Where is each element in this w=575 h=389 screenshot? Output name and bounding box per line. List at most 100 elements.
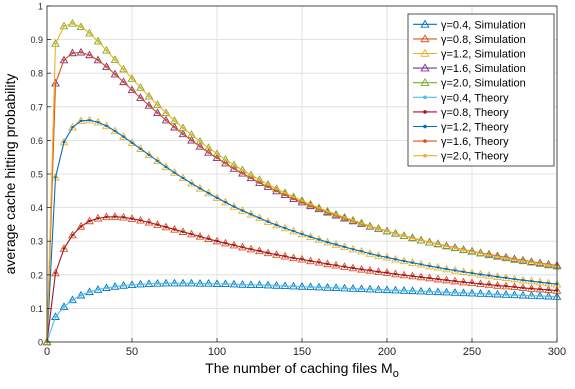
- data-point-theory: [292, 229, 295, 233]
- data-point-theory: [351, 247, 355, 251]
- data-point-simulation: [68, 122, 77, 131]
- data-point-theory: [241, 245, 244, 249]
- data-point-theory: [275, 253, 278, 256]
- data-point-simulation: [187, 130, 196, 138]
- data-point-theory: [453, 269, 457, 272]
- data-point-simulation: [170, 168, 179, 176]
- legend-item: γ=1.2, Theory: [413, 122, 509, 134]
- data-point-theory: [300, 199, 304, 202]
- legend-marker-triangle: [420, 48, 430, 57]
- legend-marker-triangle: [420, 77, 430, 87]
- data-point-theory: [71, 125, 74, 129]
- x-tick-label: 150: [293, 346, 311, 358]
- data-point-theory: [453, 246, 457, 250]
- data-point-theory: [113, 129, 117, 133]
- data-point-theory: [343, 286, 346, 290]
- data-point-theory: [156, 223, 159, 227]
- data-point-theory: [445, 278, 448, 282]
- data-point-theory: [283, 284, 287, 288]
- data-point-theory: [487, 292, 491, 296]
- data-point-theory: [445, 267, 448, 271]
- data-point-theory: [173, 125, 176, 129]
- data-point-simulation: [110, 55, 120, 63]
- data-point-simulation: [42, 337, 52, 346]
- data-point-simulation: [204, 143, 213, 151]
- data-point-theory: [470, 250, 474, 253]
- data-point-theory: [71, 51, 74, 55]
- data-point-theory: [402, 259, 406, 263]
- data-point-simulation: [59, 55, 69, 64]
- data-point-theory: [326, 262, 329, 266]
- data-point-theory: [96, 120, 100, 124]
- data-point-theory: [360, 249, 363, 253]
- data-point-theory: [96, 217, 100, 220]
- data-point-theory: [207, 146, 210, 150]
- data-point-theory: [147, 282, 151, 286]
- data-point-theory: [411, 261, 414, 265]
- data-point-theory: [173, 281, 176, 285]
- data-point-theory: [377, 227, 380, 230]
- data-point-theory: [453, 291, 457, 294]
- data-point-simulation: [59, 302, 69, 310]
- data-point-theory: [181, 132, 185, 136]
- data-point-simulation: [76, 221, 86, 230]
- data-point-simulation: [178, 123, 188, 132]
- data-point-theory: [224, 200, 227, 204]
- legend-marker-dot: [423, 139, 427, 143]
- data-point-theory: [215, 239, 219, 243]
- data-point-theory: [309, 235, 312, 239]
- data-point-simulation: [144, 100, 154, 109]
- data-point-theory: [130, 217, 134, 220]
- data-point-theory: [147, 153, 151, 157]
- data-point-simulation: [85, 115, 94, 124]
- data-point-theory: [436, 290, 440, 294]
- data-point-theory: [71, 298, 74, 302]
- data-point-theory: [419, 289, 423, 293]
- data-point-theory: [530, 279, 533, 283]
- data-point-theory: [122, 67, 125, 71]
- data-point-theory: [283, 191, 287, 195]
- data-point-theory: [147, 104, 151, 107]
- data-point-theory: [113, 58, 117, 62]
- data-point-theory: [62, 305, 66, 309]
- data-point-theory: [232, 243, 236, 247]
- data-point-theory: [105, 124, 108, 128]
- data-point-theory: [292, 256, 295, 260]
- data-point-theory: [436, 266, 440, 269]
- data-point-theory: [79, 225, 83, 228]
- data-point-theory: [436, 242, 440, 246]
- data-point-theory: [504, 256, 508, 260]
- data-point-simulation: [195, 136, 205, 145]
- series-theory-5: [45, 281, 559, 344]
- data-point-theory: [54, 176, 57, 179]
- data-point-theory: [54, 42, 57, 45]
- data-point-theory: [445, 290, 448, 294]
- data-point-theory: [513, 293, 516, 297]
- data-point-theory: [164, 281, 168, 285]
- data-point-theory: [156, 103, 159, 107]
- data-point-theory: [351, 266, 355, 270]
- data-point-theory: [215, 152, 219, 156]
- data-point-theory: [300, 258, 304, 261]
- data-point-theory: [521, 278, 525, 282]
- data-point-theory: [198, 140, 202, 143]
- data-point-theory: [232, 167, 236, 170]
- data-point-simulation: [212, 153, 222, 162]
- data-point-theory: [190, 281, 193, 285]
- data-point-theory: [436, 277, 440, 281]
- data-point-theory: [96, 288, 100, 291]
- data-point-theory: [334, 286, 338, 290]
- data-point-theory: [377, 254, 380, 257]
- data-point-theory: [419, 263, 423, 266]
- data-point-theory: [377, 270, 380, 274]
- data-point-theory: [198, 145, 202, 148]
- data-point-theory: [139, 219, 142, 222]
- legend-item: γ=1.6, Simulation: [413, 63, 526, 75]
- legend-marker-triangle: [420, 34, 430, 43]
- data-point-theory: [453, 279, 457, 283]
- y-tick-label: 0.6: [30, 136, 43, 146]
- data-point-theory: [113, 72, 117, 76]
- data-point-theory: [368, 252, 372, 255]
- plot-area: [42, 18, 562, 346]
- data-point-theory: [105, 65, 108, 69]
